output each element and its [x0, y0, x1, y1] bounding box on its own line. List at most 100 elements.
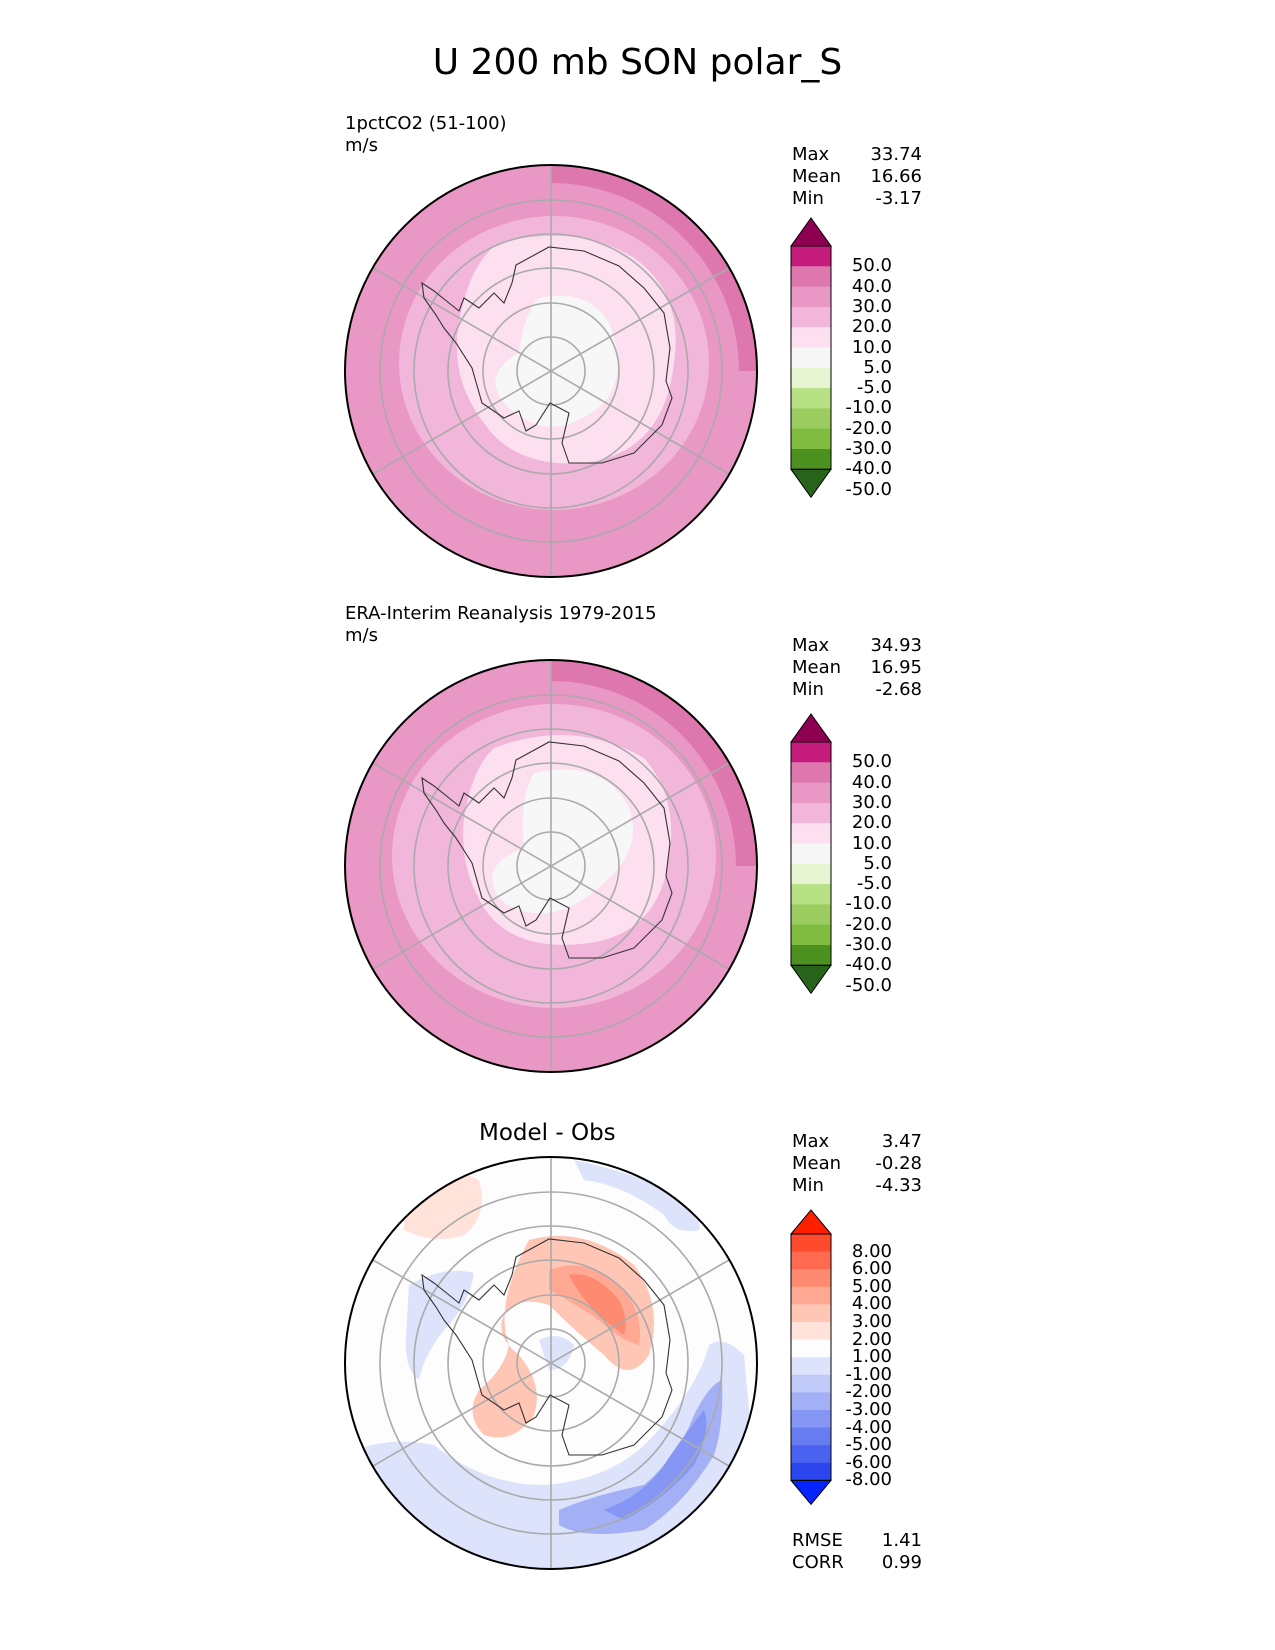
panel-1-units: m/s [345, 135, 378, 156]
colorbar-tick-label: -30.0 [845, 438, 892, 459]
colorbar-segment [791, 266, 831, 288]
panel-1-stats: Max 33.74 Mean 16.66 Min -3.17 [792, 144, 922, 210]
colorbar-segment [791, 449, 831, 470]
max-label: Max [792, 144, 830, 165]
panel-3-polar-map [344, 1156, 758, 1570]
min-value: -3.17 [875, 188, 922, 209]
colorbar-tick-label: -6.00 [845, 1451, 892, 1473]
colorbar-tick-label: -40.0 [845, 954, 892, 976]
antarctica-coastline [421, 1238, 673, 1456]
min-label: Min [792, 188, 824, 209]
colorbar-segment [791, 1357, 831, 1376]
colorbar-extend-high [789, 1209, 833, 1235]
colorbar-tick-label: 30.0 [851, 791, 892, 813]
colorbar-segment [791, 762, 831, 784]
diff-band-1-2 [404, 1173, 482, 1239]
colorbar-tick-label: 3.00 [851, 1311, 892, 1332]
diff-band-neg3-neg2 [559, 1380, 723, 1534]
mean-value: -0.28 [875, 1153, 922, 1174]
diff-band-4-5 [569, 1274, 626, 1335]
colorbar-outline [790, 245, 832, 470]
colorbar-segment [791, 742, 831, 763]
colorbar-extend-high [790, 217, 832, 247]
colorbar-outline [790, 1233, 832, 1481]
max-label: Max [792, 635, 830, 656]
colorbar-segment [791, 945, 831, 966]
map-boundary [344, 659, 758, 1073]
colorbar-segment [791, 1286, 831, 1305]
panel-1-colorbar [790, 217, 832, 499]
min-label: Min [792, 1175, 824, 1196]
colorbar-segment [791, 408, 831, 430]
colorbar-tick-label: -30.0 [845, 934, 892, 955]
colorbar-tick-label: -5.0 [856, 377, 892, 399]
corr-label: CORR [792, 1552, 844, 1573]
min-value: -4.33 [875, 1175, 922, 1196]
colorbar-outline [790, 741, 832, 966]
rmse-value: 1.41 [881, 1530, 922, 1551]
colorbar-tick-label: 5.0 [863, 356, 892, 378]
colorbar-tick-label: 20.0 [851, 812, 892, 834]
map-boundary [344, 1156, 758, 1570]
graticule [372, 165, 730, 577]
colorbar-tick-label: 20.0 [851, 316, 892, 338]
colorbar-segment [791, 428, 831, 450]
corr-value: 0.99 [881, 1552, 922, 1573]
colorbar-tick-label: -1.00 [845, 1363, 892, 1385]
max-value: 34.93 [870, 635, 922, 656]
colorbar-tick-label: -20.0 [845, 913, 892, 935]
colorbar-tick-label: 6.00 [851, 1258, 892, 1280]
colorbar-tick-label: -50.0 [845, 974, 892, 996]
wind-band-neg5-5 [492, 769, 634, 914]
colorbar-segment [791, 1304, 831, 1323]
colorbar-tick-label: -8.00 [845, 1469, 892, 1491]
graticule [372, 660, 730, 1072]
colorbar-segment [791, 347, 831, 369]
antarctica-coastline [421, 246, 673, 464]
colorbar-segment [791, 1410, 831, 1429]
colorbar-segment [791, 924, 831, 946]
colorbar-tick-label: 2.00 [851, 1328, 892, 1350]
diff-band-neg2-neg1 [405, 1270, 474, 1380]
antarctica-coastline [421, 741, 673, 959]
colorbar-tick-label: 10.0 [851, 832, 892, 854]
colorbar-segment [791, 306, 831, 328]
min-value: -2.68 [875, 679, 922, 700]
colorbar-tick-label: 40.0 [851, 275, 892, 297]
figure-title: U 200 mb SON polar_S [432, 42, 843, 83]
wind-band-30-40 [551, 165, 757, 371]
panel-2-colorbar [790, 713, 832, 995]
colorbar-tick-label: -2.00 [845, 1381, 892, 1403]
mean-value: 16.66 [870, 166, 922, 187]
mean-label: Mean [792, 166, 842, 187]
colorbar-tick-label: 10.0 [851, 336, 892, 358]
colorbar-segment [791, 823, 831, 844]
colorbar-tick-label: 40.0 [851, 771, 892, 793]
colorbar-tick-label: 4.00 [851, 1293, 892, 1315]
colorbar-tick-label: -5.0 [856, 873, 892, 895]
colorbar-tick-label: -10.0 [845, 893, 892, 915]
max-label: Max [792, 1131, 830, 1152]
colorbar-tick-label: 50.0 [851, 255, 892, 277]
colorbar-segment [791, 1322, 831, 1341]
colorbar-tick-label: -50.0 [845, 478, 892, 500]
diff-band-neg2-neg1 [574, 1160, 700, 1231]
colorbar-segment [791, 286, 831, 308]
min-label: Min [792, 679, 824, 700]
colorbar-tick-label: -3.00 [845, 1399, 892, 1420]
colorbar-tick-label: 50.0 [851, 751, 892, 773]
colorbar-tick-label: 5.00 [851, 1275, 892, 1297]
rmse-label: RMSE [792, 1530, 843, 1551]
panel-2-title: ERA-Interim Reanalysis 1979-2015 [345, 603, 657, 624]
colorbar-tick-label: -40.0 [845, 458, 892, 480]
colorbar-segment [791, 1392, 831, 1411]
colorbar-segment [791, 1427, 831, 1446]
colorbar-segment [791, 904, 831, 926]
max-value: 3.47 [881, 1131, 922, 1152]
colorbar-tick-label: 30.0 [851, 295, 892, 317]
colorbar-tick-label: -5.00 [845, 1434, 892, 1456]
panel-2-polar-map [344, 659, 758, 1073]
colorbar-segment [791, 843, 831, 865]
panel-3-metrics: RMSE 1.41 CORR 0.99 [792, 1530, 922, 1574]
panel-2-units: m/s [345, 625, 378, 646]
